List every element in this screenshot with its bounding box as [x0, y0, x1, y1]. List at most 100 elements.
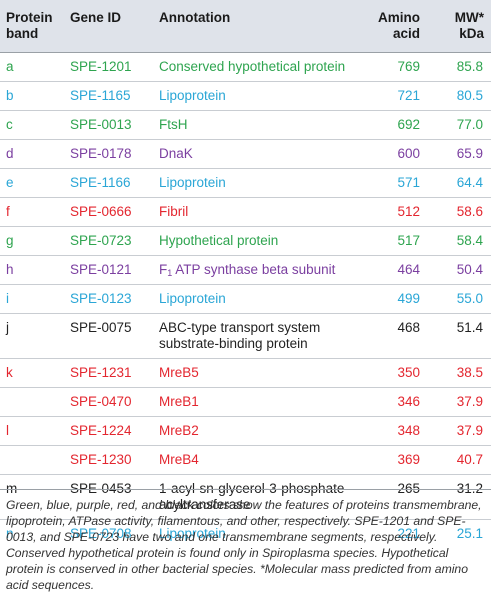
cell-annotation: Lipoprotein: [159, 168, 373, 198]
cell-amino-acid: 571: [373, 168, 420, 198]
table-header: Protein band Gene ID Annotation Amino ac…: [0, 0, 491, 52]
cell-protein-band: a: [0, 53, 70, 82]
table-row: mSPE-04531-acyl-sn-glycerol-3-phosphatea…: [0, 474, 491, 520]
cell-annotation: FtsH: [159, 110, 373, 140]
annotation-line-1: 1-acyl-sn-glycerol-3-phosphate: [159, 481, 345, 496]
cell-gene-id: SPE-0178: [70, 139, 159, 169]
cell-gene-id: SPE-0075: [70, 313, 159, 359]
cell-annotation: Fibril: [159, 197, 373, 227]
cell-mw-kda: 37.9: [420, 387, 491, 417]
cell-protein-band: n: [6, 526, 14, 541]
cell-protein-band: j: [0, 313, 70, 359]
cell-gene-id: SPE-0470: [70, 387, 159, 417]
table-row: n SPE-0708 Lipoprotein 221 25.1: [0, 520, 491, 549]
cell-annotation: MreB2: [159, 416, 373, 446]
cell-mw-kda: 58.6: [420, 197, 491, 227]
cell-amino-acid: 221: [397, 526, 420, 541]
cell-gene-id: SPE-0723: [70, 226, 159, 256]
cell-amino-acid: 499: [373, 284, 420, 314]
cell-amino-acid: 369: [373, 445, 420, 475]
cell-protein-band: d: [0, 139, 70, 169]
cell-mw-kda: 31.2: [420, 474, 491, 520]
cell-amino-acid: 769: [373, 53, 420, 82]
cell-annotation: Lipoprotein: [159, 526, 226, 541]
cell-annotation: MreB5: [159, 358, 373, 388]
cell-amino-acid: 468: [373, 313, 420, 359]
cell-amino-acid: 265: [373, 474, 420, 520]
header-mw-kda: MW* kDa: [454, 10, 484, 41]
table-row: e SPE-1166 Lipoprotein 571 64.4: [0, 168, 491, 198]
cell-gene-id: SPE-0013: [70, 110, 159, 140]
table-row: l SPE-1224 MreB2 348 37.9: [0, 416, 491, 446]
header-annotation: Annotation: [159, 10, 231, 25]
cell-gene-id: SPE-1201: [70, 53, 159, 82]
cell-amino-acid: 517: [373, 226, 420, 256]
cell-annotation: Conserved hypothetical protein: [159, 53, 373, 82]
cell-mw-kda: 55.0: [420, 284, 491, 314]
cell-mw-kda: 40.7: [420, 445, 491, 475]
cell-protein-band: e: [0, 168, 70, 198]
cell-mw-kda: 65.9: [420, 139, 491, 169]
annotation-line-1: ABC-type transport system: [159, 320, 321, 335]
table-footnote: Green, blue, purple, red, and black colo…: [6, 498, 482, 592]
annotation-subscript: 1: [167, 268, 173, 278]
cell-mw-kda: 25.1: [456, 526, 483, 541]
cell-amino-acid: 600: [373, 139, 420, 169]
cell-annotation: F1 ATP synthase beta subunit: [159, 255, 373, 285]
table-row: a SPE-1201 Conserved hypothetical protein 7…: [0, 53, 491, 82]
cell-amino-acid: 464: [373, 255, 420, 285]
cell-annotation: MreB4: [159, 445, 373, 475]
cell-annotation: MreB1: [159, 387, 373, 417]
cell-mw-kda: 85.8: [420, 53, 491, 82]
cell-amino-acid: 348: [373, 416, 420, 446]
table-row: SPE-0470 MreB1 346 37.9: [0, 387, 491, 417]
cell-amino-acid: 512: [373, 197, 420, 227]
cell-protein-band: h: [0, 255, 70, 285]
cell-protein-band: g: [0, 226, 70, 256]
cell-gene-id: SPE-0121: [70, 255, 159, 285]
table-row: d SPE-0178 DnaK 600 65.9: [0, 139, 491, 169]
cell-gene-id: SPE-0123: [70, 284, 159, 314]
table-row: h SPE-0121 F1 ATP synthase beta subunit 464…: [0, 255, 491, 285]
cell-protein-band: m: [0, 474, 70, 520]
cell-annotation: Lipoprotein: [159, 81, 373, 111]
cell-protein-band: [0, 387, 70, 417]
cell-mw-kda: 37.9: [420, 416, 491, 446]
cell-amino-acid: 692: [373, 110, 420, 140]
annotation-suffix: ATP synthase beta subunit: [172, 262, 336, 277]
table-row: j SPE-0075 ABC-type transport system substr…: [0, 313, 491, 359]
cell-mw-kda: 38.5: [420, 358, 491, 388]
annotation-line-2: acyltransferase: [159, 497, 251, 512]
annotation-line-2: substrate-binding protein: [159, 336, 308, 351]
cell-protein-band: b: [0, 81, 70, 111]
cell-amino-acid: 350: [373, 358, 420, 388]
cell-amino-acid: 721: [373, 81, 420, 111]
table-row: b SPE-1165 Lipoprotein 721 80.5: [0, 81, 491, 111]
cell-gene-id: SPE-0453: [70, 474, 159, 520]
cell-protein-band: [0, 445, 70, 475]
cell-gene-id: SPE-1166: [70, 168, 159, 198]
header-gene-id: Gene ID: [70, 10, 122, 25]
cell-annotation: Lipoprotein: [159, 284, 373, 314]
cell-annotation: ABC-type transport system substrate-bindi…: [159, 313, 373, 359]
cell-gene-id: SPE-1165: [70, 81, 159, 111]
cell-gene-id: SPE-0708: [70, 526, 132, 541]
cell-protein-band: f: [0, 197, 70, 227]
table-row: SPE-1230 MreB4 369 40.7: [0, 445, 491, 475]
cell-mw-kda: 51.4: [420, 313, 491, 359]
header-rule: [0, 52, 491, 53]
protein-table: a SPE-1201 Conserved hypothetical protein 7…: [0, 53, 491, 548]
header-protein-band: Protein band: [6, 10, 53, 41]
cell-amino-acid: 346: [373, 387, 420, 417]
table-row: i SPE-0123 Lipoprotein 499 55.0: [0, 284, 491, 314]
cell-gene-id: SPE-0666: [70, 197, 159, 227]
cell-protein-band: c: [0, 110, 70, 140]
header-amino-acid: Amino acid: [378, 10, 420, 41]
cell-mw-kda: 80.5: [420, 81, 491, 111]
annotation-prefix: F: [159, 262, 168, 277]
table-row: f SPE-0666 Fibril 512 58.6: [0, 197, 491, 227]
cell-mw-kda: 50.4: [420, 255, 491, 285]
cell-protein-band: k: [0, 358, 70, 388]
cell-mw-kda: 58.4: [420, 226, 491, 256]
cell-annotation: DnaK: [159, 139, 373, 169]
